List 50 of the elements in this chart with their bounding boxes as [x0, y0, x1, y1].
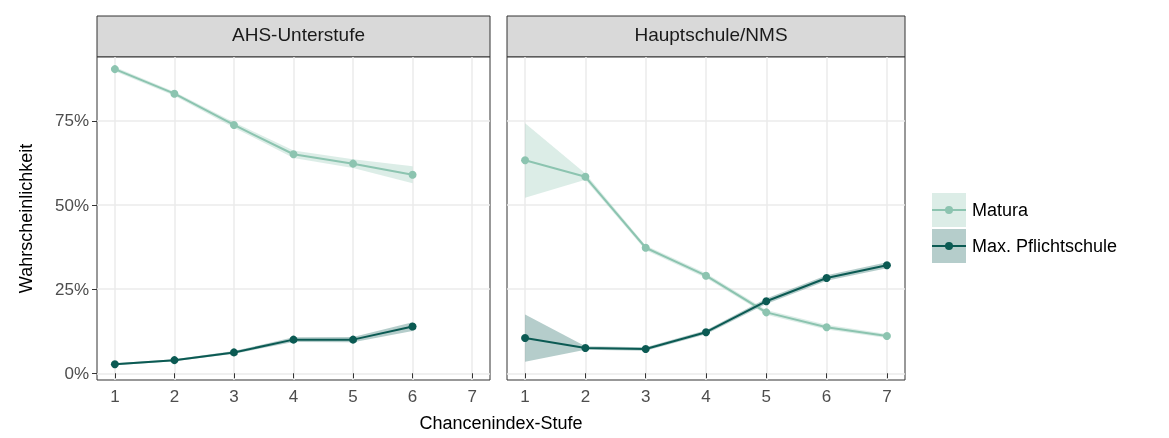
point	[289, 335, 298, 344]
y-tick-label: 50%	[54, 195, 89, 215]
point	[349, 335, 358, 344]
point	[822, 274, 831, 283]
y-axis-title: Wahrscheinlichkeit	[16, 143, 36, 294]
point	[110, 65, 119, 74]
x-tick-label: 1	[520, 387, 530, 406]
legend-label: Matura	[972, 199, 1029, 221]
chart-title: Hauptschule/NMS	[634, 24, 788, 45]
point	[521, 333, 530, 342]
point	[702, 328, 710, 337]
point	[289, 150, 298, 159]
x-tick-label: 1	[110, 387, 120, 406]
x-tick-label: 5	[348, 387, 358, 406]
point	[229, 120, 238, 129]
x-tick-label: 5	[761, 387, 772, 406]
point	[882, 261, 891, 270]
x-tick-label: 7	[467, 387, 477, 406]
legend-label: Max. Pflichtschule	[972, 235, 1118, 257]
point	[170, 89, 179, 98]
x-tick-label: 4	[701, 387, 711, 406]
point	[762, 297, 771, 306]
point	[349, 159, 358, 168]
x-tick-label: 7	[882, 387, 892, 406]
point	[408, 322, 417, 331]
point	[170, 356, 179, 365]
x-tick-label: 6	[821, 387, 832, 406]
point	[408, 170, 417, 179]
point	[229, 348, 238, 357]
point	[581, 344, 590, 353]
x-tick-label: 2	[580, 387, 591, 406]
point	[822, 323, 831, 332]
x-axis-title: Chancenindex-Stufe	[418, 413, 584, 434]
y-tick-label: 75%	[54, 111, 89, 131]
x-tick-label: 6	[407, 387, 418, 406]
point	[110, 360, 119, 369]
x-tick-label: 2	[169, 387, 180, 406]
point	[641, 243, 650, 252]
point	[521, 156, 530, 165]
y-tick-label: 0%	[64, 363, 89, 383]
point	[581, 172, 590, 181]
x-tick-label: 3	[229, 387, 239, 406]
x-tick-label: 3	[640, 387, 651, 406]
x-tick-label: 4	[288, 387, 299, 406]
point	[702, 271, 710, 280]
point	[882, 331, 891, 340]
y-tick-label: 25%	[54, 279, 89, 299]
point	[641, 345, 650, 354]
point	[762, 308, 771, 317]
chart-title: AHS-Unterstufe	[231, 24, 366, 45]
